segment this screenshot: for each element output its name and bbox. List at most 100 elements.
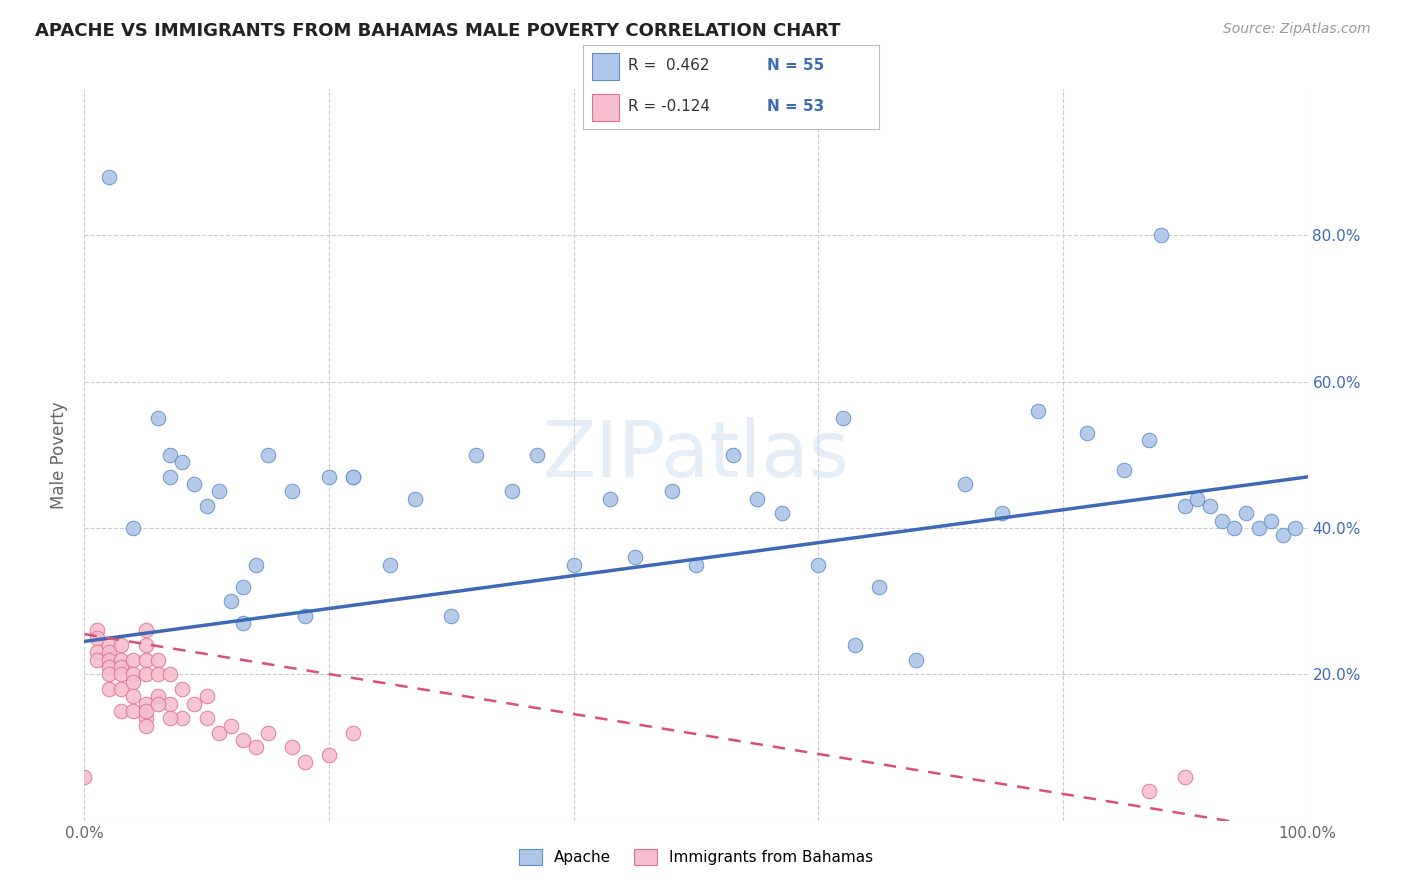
Point — [526, 448, 548, 462]
Point — [380, 558, 402, 572]
Point — [183, 477, 205, 491]
Point — [721, 448, 744, 462]
Point — [440, 608, 463, 623]
Text: R =  0.462: R = 0.462 — [627, 58, 709, 73]
Text: ZIPatlas: ZIPatlas — [543, 417, 849, 493]
Point — [146, 667, 169, 681]
Point — [97, 653, 120, 667]
Point — [1076, 425, 1098, 440]
Point — [342, 470, 364, 484]
Point — [97, 667, 120, 681]
Point — [110, 704, 132, 718]
Point — [135, 718, 157, 732]
Legend: Apache, Immigrants from Bahamas: Apache, Immigrants from Bahamas — [513, 843, 879, 871]
Point — [135, 704, 157, 718]
Point — [1137, 434, 1160, 448]
Point — [172, 711, 194, 725]
Point — [831, 411, 853, 425]
Point — [1028, 404, 1050, 418]
Point — [404, 491, 426, 506]
Point — [1114, 462, 1136, 476]
Point — [97, 645, 120, 659]
Point — [1137, 784, 1160, 798]
Point — [159, 697, 181, 711]
Point — [135, 653, 157, 667]
Point — [770, 507, 793, 521]
Point — [562, 558, 585, 572]
Text: APACHE VS IMMIGRANTS FROM BAHAMAS MALE POVERTY CORRELATION CHART: APACHE VS IMMIGRANTS FROM BAHAMAS MALE P… — [35, 22, 841, 40]
Point — [122, 690, 145, 704]
Point — [219, 718, 242, 732]
Point — [195, 690, 218, 704]
Text: N = 53: N = 53 — [766, 99, 824, 114]
Point — [97, 681, 120, 696]
Point — [122, 521, 145, 535]
Point — [245, 740, 267, 755]
Point — [86, 631, 108, 645]
Point — [281, 484, 304, 499]
Point — [294, 608, 316, 623]
Point — [869, 580, 891, 594]
Point — [208, 484, 231, 499]
Point — [135, 667, 157, 681]
Point — [135, 697, 157, 711]
Point — [219, 594, 242, 608]
Point — [1198, 499, 1220, 513]
Point — [110, 638, 132, 652]
Point — [232, 580, 254, 594]
Point — [110, 660, 132, 674]
Point — [97, 660, 120, 674]
Point — [159, 448, 181, 462]
Point — [1247, 521, 1270, 535]
Point — [257, 448, 280, 462]
Point — [172, 681, 194, 696]
Point — [110, 653, 132, 667]
Point — [342, 470, 364, 484]
Bar — [592, 94, 619, 120]
Point — [146, 697, 169, 711]
Point — [953, 477, 976, 491]
Point — [1187, 491, 1209, 506]
Point — [146, 653, 169, 667]
Point — [1211, 514, 1233, 528]
Point — [1284, 521, 1306, 535]
Point — [146, 411, 169, 425]
Point — [599, 491, 621, 506]
Point — [73, 770, 96, 784]
Point — [86, 653, 108, 667]
Point — [146, 690, 169, 704]
Point — [318, 470, 340, 484]
Point — [294, 755, 316, 769]
Point — [135, 711, 157, 725]
Point — [844, 638, 866, 652]
Point — [135, 624, 157, 638]
Point — [342, 726, 364, 740]
Point — [232, 733, 254, 747]
Point — [97, 169, 120, 184]
Bar — [592, 54, 619, 80]
Point — [1260, 514, 1282, 528]
Point — [905, 653, 928, 667]
Point — [195, 499, 218, 513]
Point — [1174, 499, 1197, 513]
Point — [661, 484, 683, 499]
Point — [208, 726, 231, 740]
Point — [122, 653, 145, 667]
Point — [502, 484, 524, 499]
Point — [318, 747, 340, 762]
Point — [159, 667, 181, 681]
Point — [1150, 228, 1173, 243]
Point — [807, 558, 830, 572]
Point — [464, 448, 486, 462]
Point — [1223, 521, 1246, 535]
Text: N = 55: N = 55 — [766, 58, 824, 73]
Point — [1174, 770, 1197, 784]
Point — [245, 558, 267, 572]
Y-axis label: Male Poverty: Male Poverty — [51, 401, 69, 508]
Point — [172, 455, 194, 469]
Point — [110, 681, 132, 696]
Point — [86, 624, 108, 638]
Point — [122, 674, 145, 689]
Point — [122, 667, 145, 681]
Point — [747, 491, 769, 506]
